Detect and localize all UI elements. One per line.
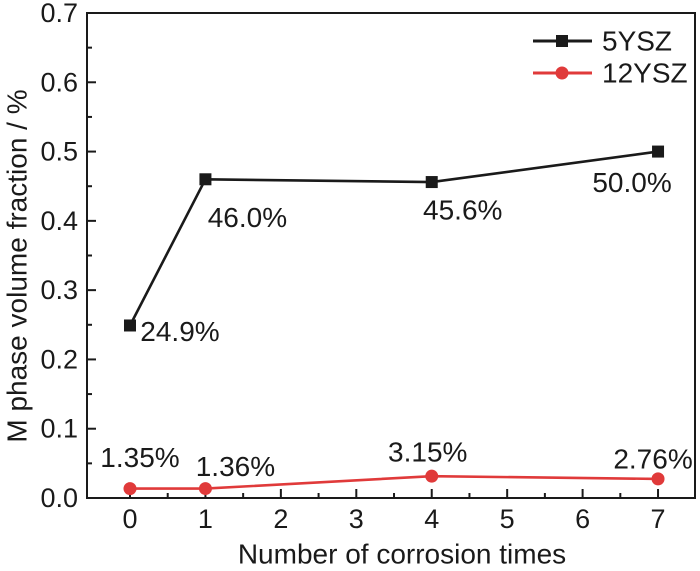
- data-point-marker: [652, 145, 665, 158]
- legend-marker-square: [556, 35, 568, 47]
- y-tick-label: 0.5: [40, 137, 78, 167]
- y-tick-label: 0.7: [40, 0, 78, 28]
- data-point-marker: [198, 482, 212, 496]
- data-point-labels: 24.9% 46.0% 45.6% 50.0% 1.35% 1.36% 3.15% 2.76%: [100, 167, 692, 482]
- data-point-label: 46.0%: [208, 202, 287, 233]
- data-point-marker: [123, 482, 137, 496]
- series-line-12ysz: [130, 474, 659, 490]
- data-point-marker: [651, 472, 665, 486]
- data-point-label: 50.0%: [592, 167, 671, 198]
- x-tick-label: 7: [651, 504, 666, 534]
- x-axis-title: Number of corrosion times: [238, 539, 566, 570]
- data-point-marker: [123, 319, 136, 332]
- legend-label: 12YSZ: [602, 58, 688, 89]
- data-point-label: 3.15%: [388, 437, 467, 468]
- axis-ticks: [87, 12, 660, 499]
- x-tick-label: 6: [575, 504, 590, 534]
- data-point-label: 45.6%: [423, 195, 502, 226]
- y-axis-title: M phase volume fraction / %: [2, 89, 33, 442]
- y-tick-label: 0.0: [40, 483, 78, 513]
- y-tick-label: 0.2: [40, 344, 78, 374]
- y-tick-label: 0.6: [40, 67, 78, 97]
- data-series: [123, 145, 665, 496]
- legend-marker-circle: [555, 66, 569, 80]
- axis-tick-labels: 0 1 2 3 4 5 6 7 0.0 0.1 0.2 0.3 0.4 0.5 0.6 0.7: [40, 0, 665, 534]
- y-tick-label: 0.3: [40, 275, 78, 305]
- data-point-marker: [199, 173, 212, 186]
- x-tick-label: 1: [198, 504, 213, 534]
- x-tick-label: 4: [424, 504, 439, 534]
- data-point-label: 2.76%: [613, 443, 692, 474]
- y-tick-label: 0.1: [40, 414, 78, 444]
- data-point-marker: [425, 469, 439, 483]
- data-point-label: 1.35%: [100, 442, 179, 473]
- legend-label: 5YSZ: [602, 26, 672, 57]
- x-tick-label: 0: [122, 504, 137, 534]
- data-point-label: 24.9%: [140, 316, 219, 347]
- data-point-marker: [425, 176, 438, 189]
- x-tick-label: 5: [500, 504, 515, 534]
- y-tick-label: 0.4: [40, 206, 78, 236]
- x-tick-label: 3: [349, 504, 364, 534]
- series-line-5ysz: [128, 150, 659, 327]
- x-tick-label: 2: [273, 504, 288, 534]
- data-point-label: 1.36%: [196, 451, 275, 482]
